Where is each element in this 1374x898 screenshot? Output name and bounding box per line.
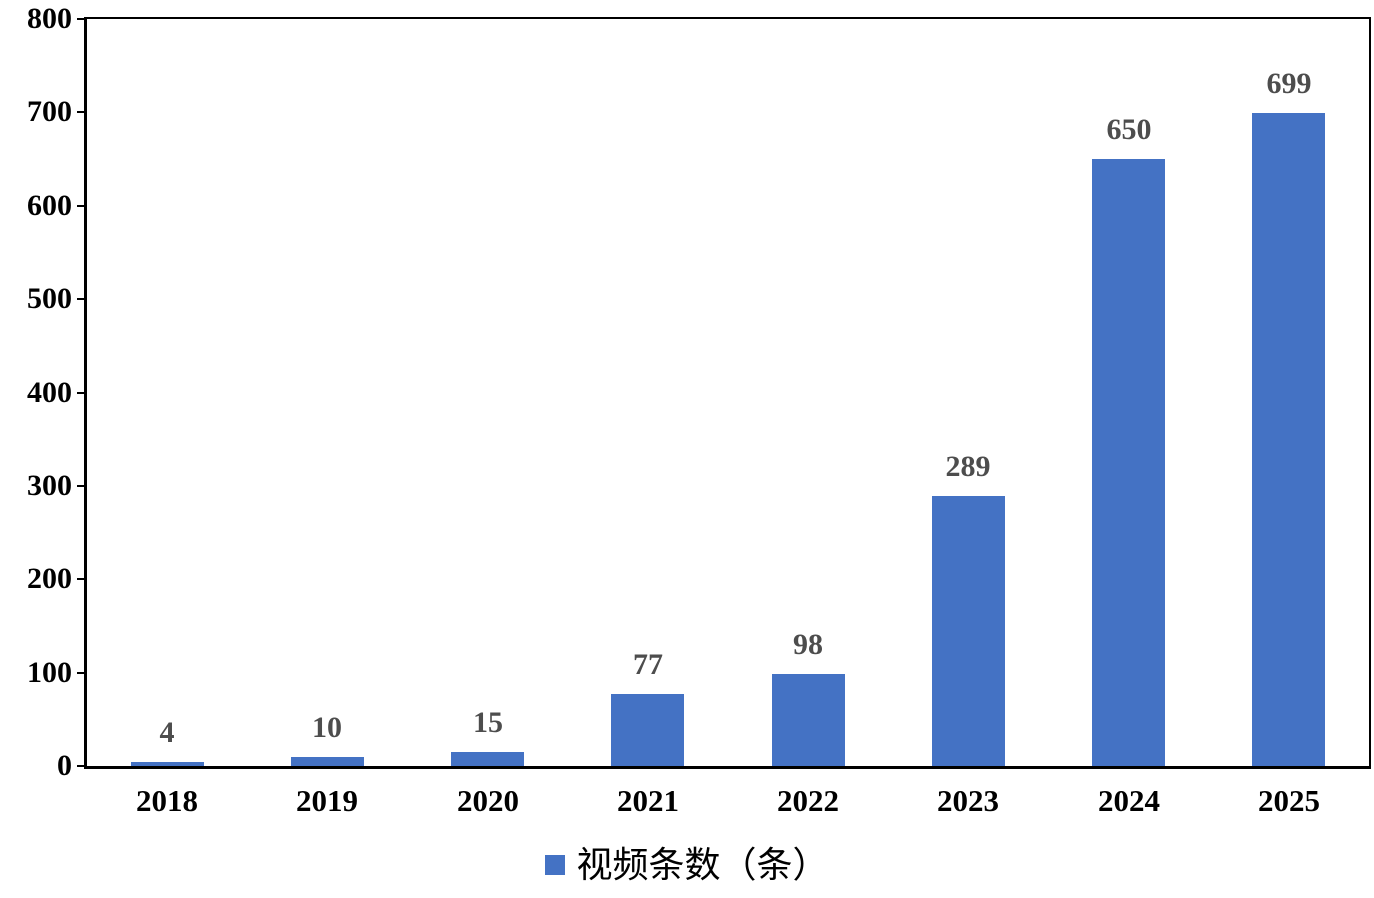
data-label-2020: 15 xyxy=(473,706,503,739)
bar-2021 xyxy=(611,694,684,766)
bar-2018 xyxy=(131,762,204,766)
bar-2019 xyxy=(291,757,364,766)
y-axis-tick-label: 700 xyxy=(27,95,72,129)
y-axis-tick-mark xyxy=(77,111,87,114)
data-label-2025: 699 xyxy=(1266,67,1312,100)
y-axis-tick-mark xyxy=(77,765,87,767)
y-axis-tick-mark xyxy=(77,484,87,487)
bar-2020 xyxy=(451,752,524,766)
bar-2024 xyxy=(1092,159,1165,766)
data-label-2023: 289 xyxy=(945,450,991,483)
bar-2023 xyxy=(932,496,1005,766)
x-axis-label-2023: 2023 xyxy=(937,783,999,818)
y-axis-tick-label: 600 xyxy=(27,188,72,222)
x-axis-label-2021: 2021 xyxy=(617,783,679,818)
y-axis-tick-label: 100 xyxy=(27,655,72,689)
y-axis-tick-label: 800 xyxy=(27,2,72,35)
y-axis-tick-label: 400 xyxy=(27,375,72,409)
y-axis-tick-label: 500 xyxy=(27,282,72,316)
x-axis-label-2022: 2022 xyxy=(777,783,839,818)
legend-marker-icon xyxy=(545,855,566,875)
bar-2022 xyxy=(772,674,845,766)
y-axis-tick-label: 300 xyxy=(27,468,72,502)
x-axis-label-2018: 2018 xyxy=(136,783,198,818)
plot-area: 4 10 15 77 98 289 650 699 xyxy=(84,17,1371,769)
bar-2025 xyxy=(1252,113,1325,766)
x-axis-label-2019: 2019 xyxy=(296,783,358,818)
y-axis-tick-label: 0 xyxy=(57,749,72,782)
data-label-2019: 10 xyxy=(312,711,342,744)
data-label-2024: 650 xyxy=(1106,113,1152,146)
y-axis-tick-mark xyxy=(77,671,87,674)
y-axis-tick-mark xyxy=(77,204,87,207)
data-label-2021: 77 xyxy=(633,648,663,681)
x-axis-label-2020: 2020 xyxy=(457,783,519,818)
x-axis-label-2024: 2024 xyxy=(1098,783,1160,818)
y-axis-tick-mark xyxy=(77,18,87,20)
y-axis-tick-mark xyxy=(77,578,87,581)
y-axis-tick-label: 200 xyxy=(27,562,72,596)
legend-label: 视频条数（条） xyxy=(576,845,829,885)
x-axis-label-2025: 2025 xyxy=(1258,783,1320,818)
y-axis-tick-mark xyxy=(77,391,87,394)
data-label-2022: 98 xyxy=(793,628,823,661)
y-axis-tick-mark xyxy=(77,298,87,301)
data-label-2018: 4 xyxy=(159,716,175,749)
legend: 视频条数（条） xyxy=(0,844,1374,886)
